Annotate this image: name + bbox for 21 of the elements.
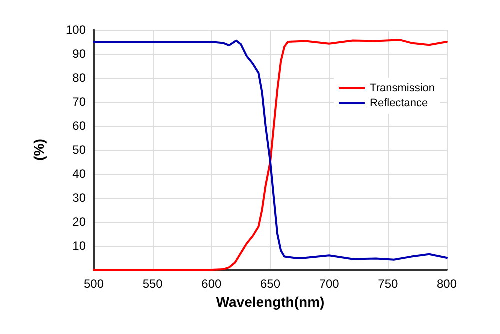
y-tick-label: 40 (72, 167, 86, 181)
legend-label: Transmission (370, 82, 436, 94)
y-tick-label: 50 (72, 143, 86, 157)
x-tick-label: 550 (142, 277, 164, 291)
y-tick-label: 60 (72, 119, 86, 133)
x-tick-label: 650 (260, 277, 281, 291)
x-tick-label: 500 (84, 277, 104, 291)
y-tick-label: 80 (72, 71, 86, 85)
x-tick-label: 750 (378, 277, 398, 291)
y-tick-label: 30 (72, 191, 86, 205)
y-tick-label: 100 (66, 23, 86, 37)
x-axis-title: Wavelength(nm) (216, 294, 325, 310)
x-tick-label: 700 (319, 277, 340, 291)
y-axis-title: (%) (31, 139, 47, 161)
y-tick-label: 70 (72, 95, 86, 109)
x-tick-label: 600 (202, 277, 222, 291)
x-tick-label: 800 (436, 277, 458, 291)
y-tick-label: 90 (72, 47, 86, 61)
legend-label: Reflectance (370, 98, 428, 110)
y-tick-label: 10 (72, 239, 86, 253)
y-tick-label: 20 (72, 215, 86, 229)
